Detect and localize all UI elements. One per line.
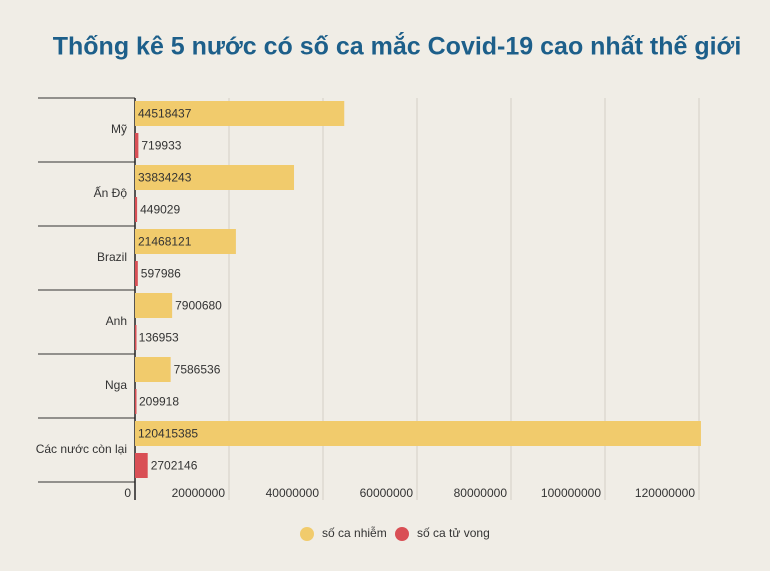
y-tick-label: Anh (106, 314, 127, 328)
y-tick-label: Mỹ (111, 122, 127, 136)
x-tick-label: 60000000 (360, 486, 414, 500)
x-tick-label: 120000000 (635, 486, 695, 500)
value-label: 7586536 (174, 363, 221, 377)
value-label: 7900680 (175, 299, 222, 313)
bar (135, 165, 295, 190)
x-tick-label: 80000000 (454, 486, 508, 500)
value-label: 120415385 (138, 427, 198, 441)
value-label: 719933 (141, 139, 181, 153)
bar (135, 133, 139, 158)
value-label: 209918 (139, 395, 179, 409)
bar (135, 197, 138, 222)
y-tick-label: Nga (105, 378, 127, 392)
bar (135, 453, 148, 478)
bar (135, 261, 138, 286)
y-tick-label: Ấn Độ (94, 185, 128, 200)
legend-marker (395, 527, 409, 541)
x-tick-label: 40000000 (266, 486, 320, 500)
legend-marker (300, 527, 314, 541)
x-tick-label: 100000000 (541, 486, 601, 500)
value-label: 21468121 (138, 235, 192, 249)
x-tick-label: 0 (124, 486, 131, 500)
y-tick-label: Các nước còn lại (36, 442, 127, 456)
value-label: 449029 (140, 203, 180, 217)
legend-label: số ca nhiễm (322, 525, 387, 540)
legend-label: số ca tử vong (417, 526, 490, 540)
bar (135, 229, 236, 254)
value-label: 136953 (139, 331, 179, 345)
bar (135, 357, 171, 382)
bar (135, 293, 173, 318)
bar (135, 325, 137, 350)
x-tick-label: 20000000 (172, 486, 226, 500)
value-label: 44518437 (138, 107, 192, 121)
value-label: 33834243 (138, 171, 192, 185)
value-label: 597986 (141, 267, 181, 281)
y-tick-label: Brazil (97, 250, 127, 264)
bar (135, 101, 345, 126)
chart-title: Thống kê 5 nước có số ca mắc Covid-19 ca… (53, 31, 742, 61)
value-label: 2702146 (151, 459, 198, 473)
bar (135, 421, 701, 446)
bar (135, 389, 137, 414)
